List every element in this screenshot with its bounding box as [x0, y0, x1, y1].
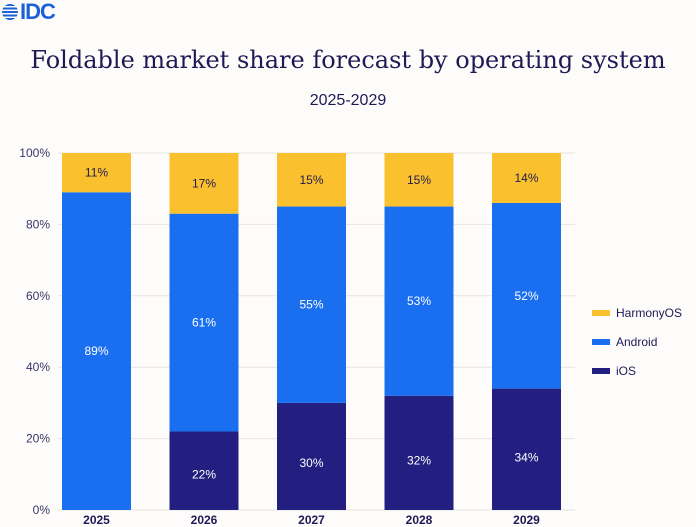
data-label: 15%	[299, 173, 323, 187]
x-tick-label: 2025	[83, 513, 110, 527]
legend: HarmonyOS Android iOS	[592, 298, 682, 385]
legend-item-harmonyos: HarmonyOS	[592, 298, 682, 327]
bar-segment-android	[62, 192, 131, 510]
legend-label: HarmonyOS	[616, 305, 683, 320]
data-label: 17%	[192, 176, 216, 190]
data-label: 14%	[514, 171, 538, 185]
bar-segment-harmonyos	[277, 153, 346, 207]
y-tick-label: 100%	[19, 146, 50, 160]
data-label: 53%	[407, 294, 431, 308]
data-label: 15%	[407, 173, 431, 187]
legend-swatch	[592, 338, 610, 345]
bar-segment-ios	[169, 431, 239, 510]
data-label: 34%	[514, 450, 538, 464]
x-tick-label: 2027	[298, 513, 325, 527]
y-tick-label: 80%	[26, 217, 50, 231]
legend-label: iOS	[616, 363, 637, 378]
x-tick-label: 2026	[191, 513, 218, 527]
data-label: 55%	[299, 298, 323, 312]
data-label: 32%	[407, 453, 431, 467]
legend-item-ios: iOS	[592, 356, 682, 385]
x-tick-label: 2028	[406, 513, 433, 527]
bar-segment-ios	[384, 395, 454, 510]
y-tick-label: 20%	[26, 432, 50, 446]
bar-segment-harmonyos	[169, 153, 239, 214]
data-label: 11%	[85, 166, 108, 180]
bar-segment-android	[277, 206, 346, 403]
bar-segment-harmonyos	[384, 153, 454, 207]
chart-subtitle: 2025-2029	[309, 92, 387, 109]
legend-label: Android	[616, 334, 658, 349]
globe-icon	[2, 4, 18, 20]
logo-text: IDC	[20, 0, 56, 24]
chart-title: Foldable market share forecast by operat…	[30, 46, 666, 74]
data-label: 22%	[192, 468, 216, 482]
data-label: 89%	[84, 344, 108, 358]
legend-item-android: Android	[592, 327, 682, 356]
data-label: 61%	[192, 316, 216, 330]
bar-segment-ios	[492, 388, 561, 510]
bar-segment-ios	[277, 402, 346, 510]
y-tick-label: 0%	[33, 503, 51, 517]
data-label: 52%	[514, 289, 538, 303]
y-tick-label: 40%	[26, 360, 50, 374]
y-tick-label: 60%	[26, 289, 50, 303]
x-tick-label: 2029	[513, 513, 540, 527]
bar-segment-harmonyos	[492, 153, 561, 203]
idc-logo: IDC	[2, 0, 56, 24]
data-label: 30%	[299, 456, 323, 470]
bar-segment-android	[384, 206, 454, 396]
bar-segment-harmonyos	[62, 153, 131, 193]
bar-segment-android	[169, 213, 239, 432]
legend-swatch	[592, 367, 610, 374]
bar-segment-android	[492, 202, 561, 389]
legend-swatch	[592, 309, 610, 316]
